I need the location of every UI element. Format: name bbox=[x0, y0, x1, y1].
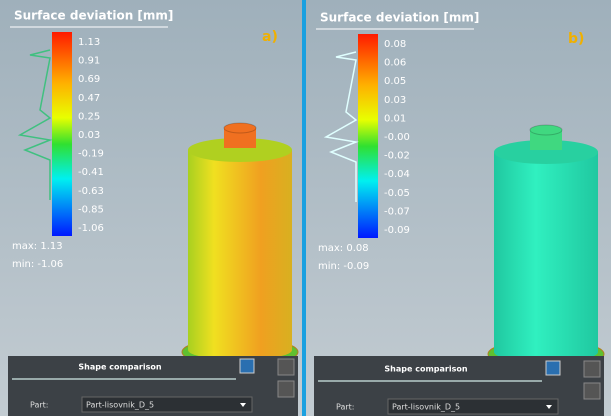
scale-label: 0.05 bbox=[384, 76, 406, 87]
scale-label: -0.41 bbox=[78, 167, 104, 178]
toolbar-button[interactable] bbox=[240, 359, 254, 373]
scale-label: 0.25 bbox=[78, 111, 100, 122]
cylinder-body bbox=[188, 150, 292, 350]
cylinder-body bbox=[494, 152, 598, 352]
toolbar: Shape comparison Part: Part-lisovnik_D_5 bbox=[8, 356, 298, 416]
part-value: Part-lisovnik_D_5 bbox=[392, 403, 460, 412]
divider bbox=[302, 0, 306, 416]
toolbar: Shape comparison Part: Part-lisovnik_D_5 bbox=[314, 356, 604, 416]
color-bar bbox=[52, 32, 72, 236]
scale-label: 1.13 bbox=[78, 37, 100, 48]
scale-label: 0.06 bbox=[384, 58, 406, 69]
part-label: Part: bbox=[30, 401, 49, 410]
scale-label: 0.08 bbox=[384, 39, 406, 50]
part-value: Part-lisovnik_D_5 bbox=[86, 401, 154, 410]
min-value: min: -1.06 bbox=[12, 259, 63, 270]
scale-label: 0.03 bbox=[78, 130, 100, 141]
scale-label: -0.85 bbox=[78, 204, 104, 215]
scale-label: -0.05 bbox=[384, 188, 410, 199]
min-value: min: -0.09 bbox=[318, 261, 369, 272]
max-value: max: 1.13 bbox=[12, 241, 63, 252]
part-label: Part: bbox=[336, 403, 355, 412]
scale-label: -0.00 bbox=[384, 132, 410, 143]
color-bar bbox=[358, 34, 378, 238]
scale-label: -0.02 bbox=[384, 151, 410, 162]
scale-label: 0.91 bbox=[78, 56, 100, 67]
toolbar-button[interactable] bbox=[584, 383, 600, 399]
toolbar-button[interactable] bbox=[278, 381, 294, 397]
panel-label: a) bbox=[262, 29, 278, 45]
scale-label: -0.63 bbox=[78, 186, 104, 197]
scale-label: 0.03 bbox=[384, 95, 406, 106]
scale-label: 0.69 bbox=[78, 74, 100, 85]
scale-label: 0.01 bbox=[384, 113, 406, 124]
max-value: max: 0.08 bbox=[318, 243, 369, 254]
toolbar-title: Shape comparison bbox=[78, 363, 161, 372]
scale-label: 0.47 bbox=[78, 93, 100, 104]
toolbar-button[interactable] bbox=[278, 359, 294, 375]
toolbar-button[interactable] bbox=[584, 361, 600, 377]
panel-label: b) bbox=[568, 31, 584, 47]
screenshot: Surface deviation [mm] a) 1.13 0.91 0.69 0.47… bbox=[0, 0, 611, 416]
scale-label: -0.07 bbox=[384, 206, 410, 217]
scale-label: -0.19 bbox=[78, 149, 104, 160]
panel-title: Surface deviation [mm] bbox=[14, 9, 173, 23]
post-top bbox=[224, 123, 256, 133]
scale-label: -0.09 bbox=[384, 225, 410, 236]
post-top bbox=[530, 125, 562, 135]
panel-title: Surface deviation [mm] bbox=[320, 11, 479, 25]
toolbar-button[interactable] bbox=[546, 361, 560, 375]
toolbar-title: Shape comparison bbox=[384, 365, 467, 374]
scale-label: -1.06 bbox=[78, 223, 104, 234]
scale-label: -0.04 bbox=[384, 169, 410, 180]
